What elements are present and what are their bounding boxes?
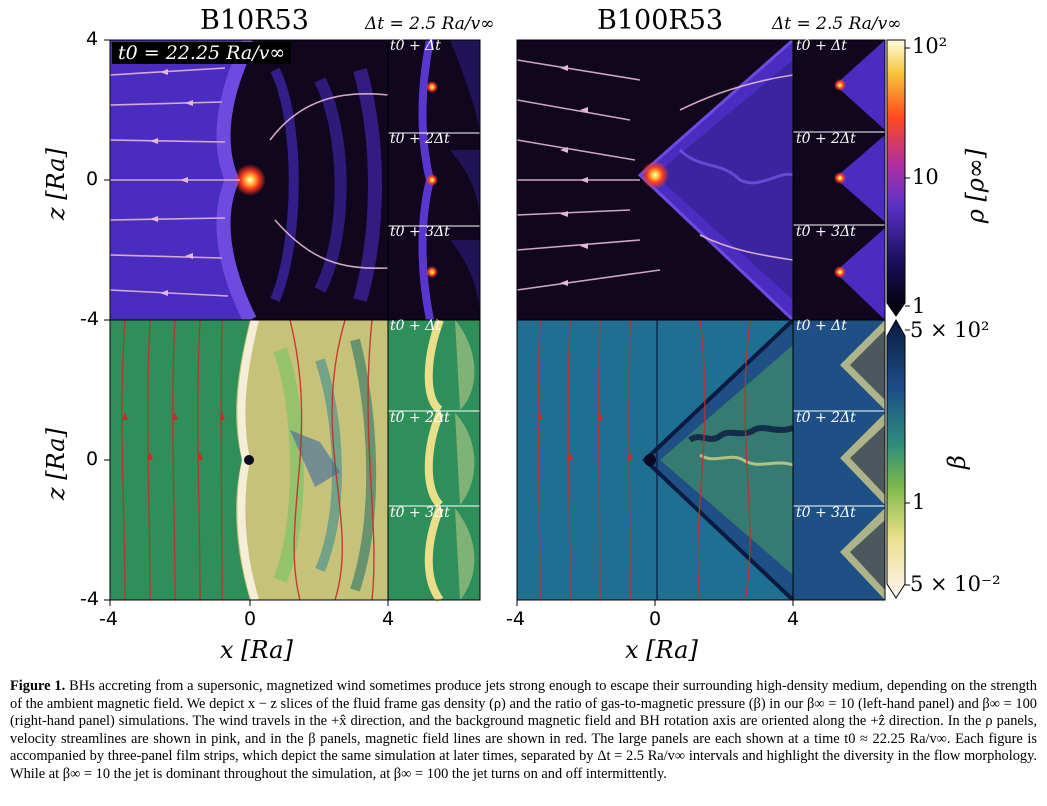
strip-label-right-beta-2: t0 + 2Δt <box>796 410 856 426</box>
caption-text: BHs accreting from a supersonic, magneti… <box>10 678 1037 782</box>
x-tick-left-minus4: -4 <box>99 608 118 630</box>
right-dt-label: Δt = 2.5 Ra/v∞ <box>772 14 902 34</box>
colorbar-beta <box>886 318 910 599</box>
strip-label-left-rho-3: t0 + 3Δt <box>390 224 450 240</box>
right-panel-title: B100R53 <box>597 5 724 36</box>
x-tick-right-4: 4 <box>787 608 800 630</box>
x-axis-label-left: x [Ra] <box>220 636 293 664</box>
beta-tick-500: 5 × 10² <box>910 318 990 342</box>
left-density-panel <box>110 40 388 320</box>
rho-tick-10: 10 <box>912 165 939 189</box>
strip-label-left-beta-2: t0 + 2Δt <box>390 410 450 426</box>
z-tick-mid-minus4: -4 <box>80 308 99 330</box>
x-tick-left-4: 4 <box>382 608 395 630</box>
strip-label-right-rho-1: t0 + Δt <box>796 38 847 54</box>
strip-label-right-rho-3: t0 + 3Δt <box>796 224 856 240</box>
rho-tick-100: 10² <box>912 34 948 58</box>
figure-caption: Figure 1. BHs accreting from a supersoni… <box>10 678 1037 784</box>
strip-label-right-rho-2: t0 + 2Δt <box>796 131 856 147</box>
axis-ticks <box>104 39 794 606</box>
caption-label: Figure 1. <box>10 678 66 694</box>
strip-label-left-rho-1: t0 + Δt <box>390 38 441 54</box>
left-beta-film-strip <box>388 318 480 603</box>
beta-tick-1: 1 <box>912 490 926 514</box>
left-density-film-strip <box>388 39 480 321</box>
right-beta-film-strip <box>793 320 885 600</box>
left-beta-panel <box>110 320 388 600</box>
beta-tick-005: 5 × 10⁻² <box>910 572 1001 596</box>
z-tick-bottom-minus4: -4 <box>80 588 99 610</box>
z-tick-bottom-0: 0 <box>86 448 99 470</box>
strip-label-right-beta-1: t0 + Δt <box>796 318 847 334</box>
strip-label-right-beta-3: t0 + 3Δt <box>796 505 856 521</box>
time-label: t0 = 22.25 Ra/v∞ <box>112 42 292 64</box>
x-tick-right-0: 0 <box>649 608 662 630</box>
strip-label-left-rho-2: t0 + 2Δt <box>390 131 450 147</box>
right-density-film-strip <box>793 40 885 320</box>
z-tick-top-0: 0 <box>86 168 99 190</box>
left-dt-label: Δt = 2.5 Ra/v∞ <box>365 14 495 34</box>
colorbar-rho <box>886 39 910 317</box>
z-axis-label-bottom: z [Ra] <box>41 428 70 500</box>
colorbar-rho-label: ρ [ρ∞] <box>961 148 990 224</box>
z-axis-label-top: z [Ra] <box>41 148 70 220</box>
right-beta-panel <box>517 320 793 600</box>
z-tick-top-4: 4 <box>86 28 99 50</box>
colorbar-beta-label: β <box>942 455 971 469</box>
x-tick-right-minus4: -4 <box>506 608 525 630</box>
panel-frames <box>109 39 886 601</box>
left-panel-title: B10R53 <box>200 5 309 36</box>
strip-label-left-beta-3: t0 + 3Δt <box>390 505 450 521</box>
strip-label-left-beta-1: t0 + Δt <box>390 318 441 334</box>
rho-tick-1: 1 <box>912 294 926 318</box>
x-axis-label-right: x [Ra] <box>625 636 698 664</box>
x-tick-left-0: 0 <box>244 608 257 630</box>
right-density-panel <box>517 40 793 320</box>
